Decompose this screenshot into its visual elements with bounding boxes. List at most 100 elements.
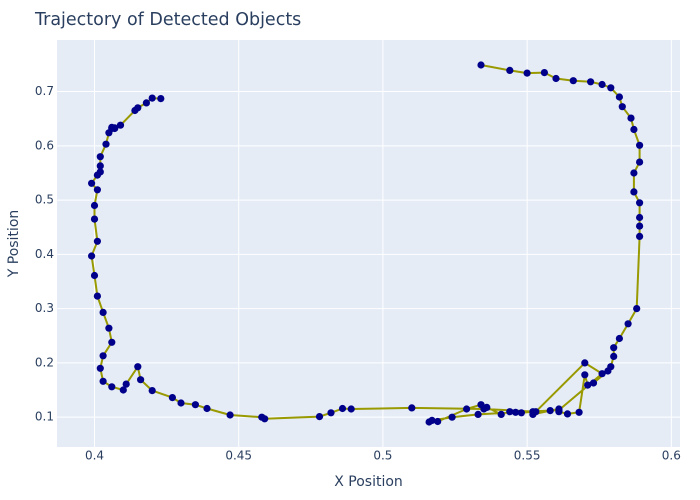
- y-tick-label: 0.6: [35, 138, 54, 152]
- trajectory-point: [636, 232, 644, 240]
- y-tick-label: 0.1: [35, 410, 54, 424]
- trajectory-point: [88, 179, 96, 187]
- x-tick-label: 0.6: [662, 449, 681, 463]
- trajectory-point: [338, 404, 347, 413]
- trajectory-point: [636, 199, 644, 207]
- trajectory-point: [191, 401, 199, 409]
- trajectory-point: [581, 371, 589, 379]
- y-tick-label: 0.2: [35, 355, 54, 369]
- trajectory-point: [610, 352, 618, 360]
- trajectory-point: [480, 405, 488, 413]
- trajectory-point: [636, 158, 644, 166]
- trajectory-point: [630, 125, 638, 134]
- trajectory-point: [546, 407, 554, 415]
- grid-lines: [57, 40, 680, 447]
- trajectory-point: [102, 140, 110, 148]
- chart-title: Trajectory of Detected Objects: [34, 10, 301, 30]
- trajectory-point: [569, 77, 577, 85]
- trajectory-series: [88, 61, 644, 426]
- trajectory-point: [315, 413, 324, 421]
- trajectory-point: [142, 99, 150, 107]
- trajectory-point: [99, 352, 107, 360]
- trajectory-point: [157, 95, 165, 103]
- trajectory-point: [540, 69, 549, 77]
- trajectory-point: [589, 379, 598, 387]
- trajectory-point: [428, 416, 436, 424]
- trajectory-point: [598, 80, 606, 89]
- trajectory-point: [624, 320, 632, 328]
- trajectory-point: [563, 410, 572, 418]
- trajectory-point: [99, 308, 107, 316]
- x-axis-title: X Position: [334, 474, 403, 490]
- y-axis-ticks: 0.1 0.2 0.3 0.4 0.5 0.6 0.7: [35, 84, 54, 424]
- trajectory-point: [105, 324, 113, 332]
- trajectory-point: [327, 409, 335, 417]
- trajectory-point: [552, 74, 560, 83]
- trajectory-point: [615, 334, 624, 343]
- trajectory-point: [96, 153, 104, 161]
- y-tick-label: 0.7: [35, 84, 54, 98]
- trajectory-point: [584, 381, 592, 389]
- trajectory-point: [90, 215, 99, 223]
- trajectory-point: [408, 404, 416, 412]
- trajectory-point: [463, 405, 471, 413]
- trajectory-point: [90, 271, 99, 280]
- trajectory-point: [434, 417, 442, 426]
- x-axis-ticks: 0.4 0.45 0.5 0.55 0.6: [85, 449, 681, 463]
- trajectory-point: [347, 405, 355, 413]
- trajectory-point: [119, 386, 127, 394]
- trajectory-point: [258, 413, 266, 421]
- trajectory-point: [122, 380, 130, 388]
- trajectory-point: [168, 394, 176, 402]
- trajectory-point: [93, 237, 101, 245]
- trajectory-point: [636, 141, 644, 149]
- trajectory-point: [627, 114, 635, 122]
- trajectory-point: [523, 69, 531, 77]
- y-tick-label: 0.5: [35, 193, 54, 207]
- plot-area: [57, 40, 680, 447]
- x-tick-label: 0.4: [85, 449, 104, 463]
- trajectory-point: [88, 252, 96, 260]
- trajectory-point: [477, 61, 485, 69]
- trajectory-point: [108, 383, 116, 391]
- trajectory-point: [96, 162, 104, 170]
- trajectory-point: [111, 124, 119, 133]
- trajectory-point: [177, 399, 185, 407]
- trajectory-point: [93, 186, 101, 194]
- trajectory-point: [610, 344, 618, 352]
- trajectory-point: [633, 305, 641, 313]
- trajectory-point: [532, 408, 540, 416]
- trajectory-point: [116, 121, 125, 129]
- trajectory-point: [598, 370, 606, 378]
- y-axis-title: Y Position: [6, 210, 22, 279]
- trajectory-point: [99, 377, 107, 385]
- trajectory-point: [587, 78, 595, 86]
- trajectory-point: [203, 404, 211, 413]
- trajectory-point: [555, 406, 563, 414]
- x-tick-label: 0.5: [373, 449, 392, 463]
- y-tick-label: 0.3: [35, 301, 54, 315]
- trajectory-point: [630, 188, 638, 196]
- trajectory-point: [511, 408, 520, 416]
- trajectory-point: [618, 103, 626, 111]
- trajectory-point: [93, 292, 101, 300]
- trajectory-point: [226, 411, 234, 419]
- trajectory-point: [636, 222, 644, 230]
- trajectory-point: [506, 66, 514, 74]
- trajectory-point: [636, 213, 644, 222]
- y-tick-label: 0.4: [35, 247, 54, 261]
- trajectory-point: [581, 359, 589, 367]
- trajectory-point: [96, 364, 104, 372]
- trajectory-point: [90, 201, 99, 210]
- trajectory-point: [604, 367, 612, 375]
- trajectory-point: [575, 408, 583, 416]
- trajectory-point: [134, 104, 142, 112]
- trajectory-point: [96, 168, 104, 176]
- trajectory-point: [607, 84, 615, 92]
- trajectory-point: [506, 408, 514, 416]
- trajectory-point: [137, 376, 145, 384]
- trajectory-point: [630, 169, 638, 177]
- trajectory-point: [517, 409, 526, 417]
- trajectory-point: [474, 410, 482, 418]
